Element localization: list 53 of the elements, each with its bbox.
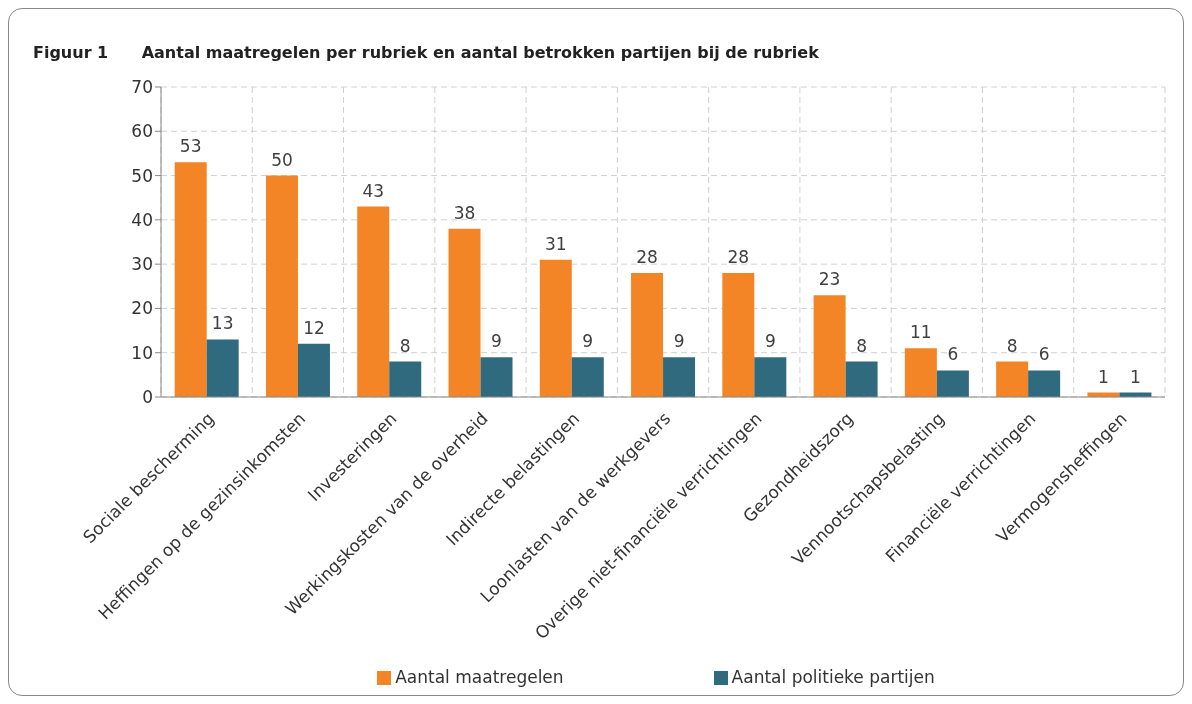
legend-label: Aantal politieke partijen <box>731 667 935 687</box>
y-tick-label: 40 <box>131 209 153 230</box>
y-tick-label: 20 <box>131 298 153 319</box>
data-label: 12 <box>303 317 325 338</box>
bar <box>539 259 572 397</box>
bar <box>663 357 696 397</box>
data-label: 23 <box>818 269 841 290</box>
data-label: 9 <box>491 331 502 352</box>
data-label: 9 <box>582 331 594 352</box>
bar <box>357 206 390 397</box>
bar <box>174 162 207 397</box>
y-tick-label: 10 <box>131 342 153 363</box>
bar <box>845 361 878 397</box>
bar <box>722 273 755 397</box>
data-label: 9 <box>764 331 776 352</box>
bar <box>480 357 513 397</box>
data-label: 6 <box>1038 344 1050 365</box>
bar <box>389 361 422 397</box>
bar <box>996 361 1029 397</box>
bar <box>754 357 787 397</box>
bar <box>206 339 239 397</box>
data-label: 8 <box>399 335 411 356</box>
bar <box>904 348 937 397</box>
data-label: 1 <box>1130 366 1141 387</box>
bar <box>448 228 481 397</box>
bar <box>631 273 664 397</box>
data-label: 8 <box>1006 335 1018 356</box>
y-tick-label: 70 <box>131 77 153 98</box>
data-label: 28 <box>727 247 750 267</box>
data-label: 1 <box>1098 366 1109 387</box>
data-label: 13 <box>211 313 234 334</box>
y-tick-label: 60 <box>131 121 153 142</box>
y-tick-label: 0 <box>142 387 153 408</box>
bar <box>265 175 298 397</box>
bar <box>297 343 330 397</box>
data-label: 9 <box>673 331 685 352</box>
y-tick-label: 50 <box>131 165 153 186</box>
data-label: 50 <box>271 149 293 170</box>
data-label: 11 <box>910 322 932 343</box>
bar <box>1028 370 1061 397</box>
data-label: 28 <box>636 247 658 267</box>
legend-label: Aantal maatregelen <box>395 667 564 687</box>
bar <box>936 370 969 397</box>
data-label: 53 <box>179 136 202 157</box>
data-label: 38 <box>453 202 476 223</box>
bar <box>571 357 604 397</box>
data-label: 6 <box>947 344 959 365</box>
chart-title: Figuur 1 Aantal maatregelen per rubriek en aantal betrokken partijen bij de rubriek <box>33 43 819 62</box>
bar <box>813 295 846 397</box>
y-tick-label: 30 <box>131 254 153 275</box>
data-label: 31 <box>544 233 567 254</box>
data-label: 8 <box>856 335 868 356</box>
data-label: 43 <box>362 180 385 201</box>
